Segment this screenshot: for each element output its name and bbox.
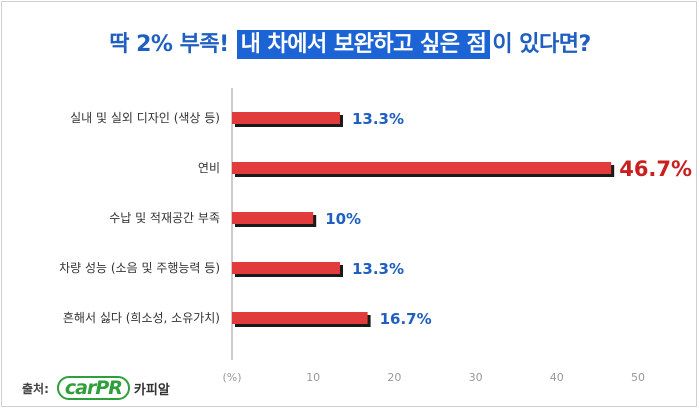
bar — [232, 262, 340, 274]
x-unit-label: (%) — [222, 371, 241, 384]
data-label: 13.3% — [352, 260, 404, 278]
x-tick-label: 10 — [306, 371, 320, 384]
bar — [232, 312, 368, 324]
source-credit: 출처: carPR 카피알 — [22, 376, 170, 400]
bar — [232, 212, 314, 224]
category-label: 실내 및 실외 디자인 (색상 등) — [70, 111, 220, 125]
category-label: 흔해서 싫다 (희소성, 소유가치) — [63, 311, 220, 325]
x-tick-label: 20 — [387, 371, 401, 384]
data-label: 13.3% — [352, 110, 404, 128]
x-tick-label: 30 — [469, 371, 483, 384]
data-label: 46.7% — [619, 157, 692, 181]
title-suffix: 이 있다면? — [492, 32, 591, 57]
title-prefix: 딱 2% 부족! — [109, 32, 229, 57]
bar — [232, 112, 340, 124]
data-label: 16.7% — [380, 310, 432, 328]
carpr-logo: carPR 카피알 — [56, 376, 170, 400]
logo-korean-name: 카피알 — [133, 382, 170, 398]
x-tick-label: 40 — [550, 371, 564, 384]
data-label: 10% — [325, 210, 361, 228]
title-highlight: 내 차에서 보완하고 싶은 점 — [236, 30, 491, 59]
bar — [232, 162, 612, 174]
category-label: 수납 및 적재공간 부족 — [109, 211, 220, 225]
x-tick-label: 50 — [631, 371, 645, 384]
category-label: 차량 성능 (소음 및 주행능력 등) — [59, 260, 220, 275]
category-label: 연비 — [198, 161, 220, 175]
logo-text: carPR — [56, 376, 130, 400]
source-label: 출처: — [22, 381, 49, 396]
